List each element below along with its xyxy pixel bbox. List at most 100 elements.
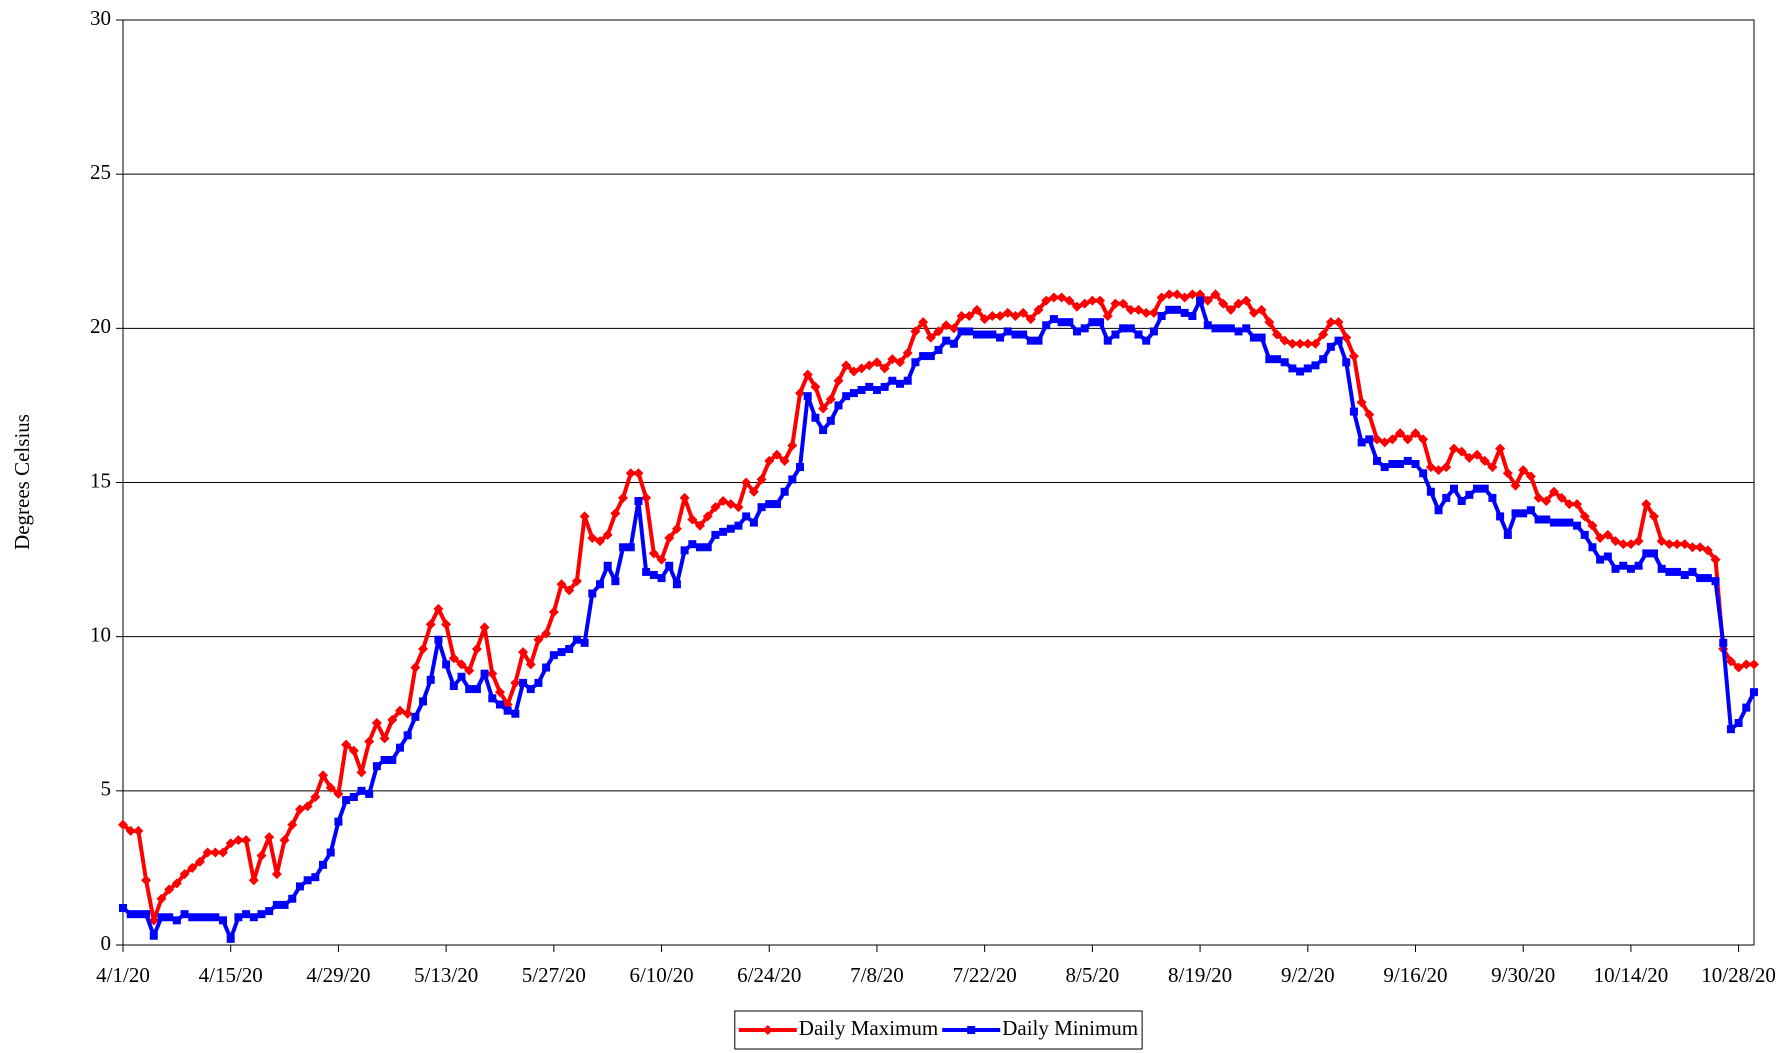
point [588, 589, 597, 598]
point [248, 875, 259, 886]
point [1125, 304, 1136, 315]
point [1079, 298, 1090, 309]
point [171, 878, 182, 889]
point [319, 860, 328, 869]
x-tick-label: 5/13/20 [414, 963, 478, 987]
point [433, 603, 444, 614]
point [365, 789, 374, 798]
x-tick-label: 9/30/20 [1491, 963, 1555, 987]
point [710, 502, 721, 513]
point [549, 651, 558, 660]
point [526, 685, 535, 694]
point [380, 756, 389, 764]
point [1510, 480, 1521, 491]
point [411, 712, 420, 721]
point [1126, 324, 1135, 333]
point [126, 910, 135, 919]
point [1141, 307, 1152, 318]
point [503, 706, 512, 715]
point [1648, 511, 1659, 522]
point [1180, 308, 1189, 317]
point [203, 913, 212, 922]
point [1256, 304, 1267, 315]
point [1534, 515, 1543, 524]
point [302, 801, 313, 812]
point [1480, 484, 1489, 493]
point [488, 694, 497, 703]
point [802, 369, 813, 380]
point [257, 910, 266, 919]
point [818, 403, 829, 414]
point [518, 647, 529, 658]
point [1449, 484, 1458, 493]
point [342, 796, 351, 805]
point [1102, 311, 1113, 321]
point [1348, 351, 1359, 362]
point [1465, 490, 1474, 499]
point [925, 332, 936, 343]
point [1119, 324, 1128, 333]
point [519, 678, 528, 687]
point [788, 475, 797, 484]
point [1695, 542, 1706, 553]
point [1225, 304, 1236, 315]
point [664, 533, 675, 543]
point [602, 529, 613, 540]
point [888, 376, 897, 385]
point [119, 904, 127, 912]
point [1149, 327, 1158, 336]
point [1279, 335, 1290, 346]
point [426, 675, 435, 684]
legend-label: Daily Maximum [799, 1016, 938, 1040]
point [241, 835, 252, 846]
point [680, 546, 689, 555]
point [1188, 312, 1197, 320]
point [964, 311, 975, 321]
point [1750, 688, 1758, 697]
point [441, 619, 452, 630]
point [395, 743, 404, 752]
point [218, 847, 229, 858]
point [1134, 330, 1143, 339]
point [449, 682, 458, 690]
x-tick-label: 7/8/20 [850, 963, 904, 987]
point [725, 499, 736, 510]
point [410, 662, 421, 673]
point [1549, 518, 1558, 527]
point [996, 333, 1005, 342]
point [402, 708, 413, 719]
point [1003, 327, 1012, 336]
point [1556, 492, 1567, 503]
point [857, 386, 866, 394]
point [1502, 468, 1513, 479]
point [1210, 289, 1221, 300]
point [687, 514, 698, 525]
point [649, 571, 658, 579]
point [1172, 305, 1181, 314]
point [980, 330, 989, 339]
point [1302, 338, 1313, 349]
point [1526, 506, 1535, 515]
point [642, 567, 651, 576]
point [648, 548, 659, 559]
point [271, 869, 282, 880]
point [603, 561, 612, 570]
point [1587, 520, 1598, 531]
point [1056, 292, 1067, 303]
point [165, 913, 174, 922]
point [1118, 298, 1129, 309]
point [479, 622, 490, 633]
plot-frame [122, 19, 1755, 946]
point [1418, 434, 1429, 445]
y-axis-label: Degrees Celsius [10, 414, 34, 550]
point [1619, 561, 1628, 570]
point [1142, 336, 1151, 345]
point [1248, 307, 1259, 318]
y-tick-label: 5 [101, 777, 112, 801]
y-tick-label: 20 [90, 314, 111, 338]
point [833, 375, 844, 386]
point [1002, 307, 1013, 318]
legend: Daily Maximum Daily Minimum [734, 1010, 1143, 1050]
point [202, 847, 213, 858]
